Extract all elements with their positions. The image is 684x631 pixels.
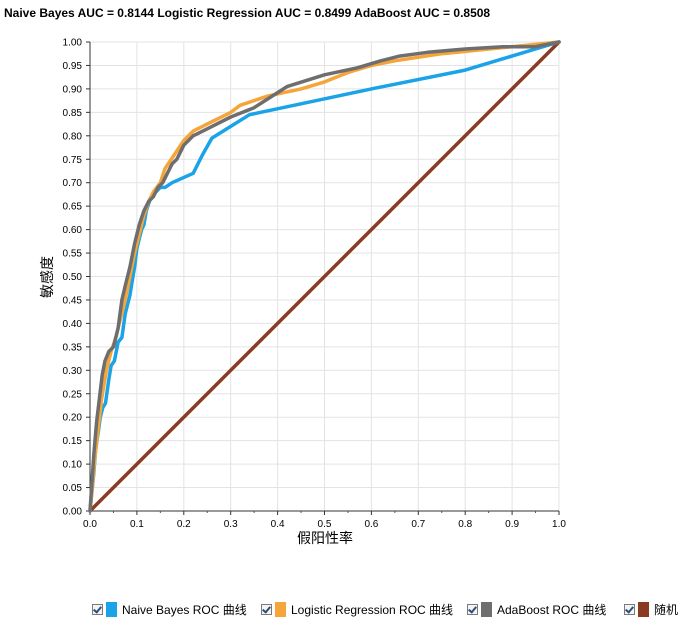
y-tick-label: 0.00 [63, 507, 83, 518]
series-random[interactable] [88, 40, 561, 513]
y-tick-label: 0.90 [63, 84, 83, 95]
series-lines [88, 40, 561, 513]
x-axis-label: 假阳性率 [297, 530, 353, 547]
x-tick-label: 0.7 [411, 519, 425, 530]
y-tick-label: 1.00 [63, 38, 83, 49]
legend-item-adaboost[interactable]: AdaBoost ROC 曲线 [467, 598, 606, 620]
legend-item-logistic-regression[interactable]: Logistic Regression ROC 曲线 [261, 598, 453, 620]
y-tick-label: 0.95 [63, 61, 83, 72]
x-tick-label: 0.2 [177, 519, 191, 530]
legend-label-logistic-regression: Logistic Regression ROC 曲线 [291, 602, 454, 617]
legend-label-random: 随机 [654, 602, 679, 617]
legend-label-naive-bayes: Naive Bayes ROC 曲线 [122, 602, 247, 617]
y-tick-label: 0.55 [63, 249, 83, 260]
x-tick-label: 0.3 [224, 519, 238, 530]
y-tick-label: 0.25 [63, 389, 83, 400]
checkbox-naive-bayes[interactable] [92, 603, 103, 615]
y-tick-label: 0.30 [63, 366, 83, 377]
y-tick-label: 0.35 [63, 342, 83, 353]
series-adaboost[interactable] [88, 40, 561, 513]
legend-label-adaboost: AdaBoost ROC 曲线 [497, 602, 607, 617]
y-tick-label: 0.80 [63, 131, 83, 142]
x-tick-label: 1.0 [552, 519, 566, 530]
swatch-random [638, 601, 649, 617]
checkbox-adaboost[interactable] [467, 603, 478, 615]
y-tick-label: 0.70 [63, 178, 83, 189]
y-axis-label: 敏感度 [39, 256, 56, 298]
x-tick-label: 0.8 [458, 519, 472, 530]
x-tick-label: 0.9 [505, 519, 519, 530]
swatch-adaboost [481, 601, 492, 617]
y-tick-label: 0.85 [63, 108, 83, 119]
y-tick-label: 0.60 [63, 225, 83, 236]
checkbox-random[interactable] [624, 603, 635, 615]
y-tick-label: 0.20 [63, 413, 83, 424]
y-tick-label: 0.45 [63, 295, 83, 306]
legend-item-naive-bayes[interactable]: Naive Bayes ROC 曲线 [92, 598, 247, 620]
y-tick-label: 0.10 [63, 460, 83, 471]
x-tick-label: 0.0 [83, 519, 97, 530]
y-tick-label: 0.50 [63, 272, 83, 283]
y-tick-label: 0.05 [63, 483, 83, 494]
grid-lines [90, 41, 560, 511]
roc-chart: 0.0 0.1 0.2 0.3 0.4 0.5 0.6 0.7 0.8 0.9 1.0 0.00 0.0… [39, 38, 567, 548]
x-tick-label: 0.4 [271, 519, 285, 530]
swatch-naive-bayes [106, 601, 117, 617]
checkbox-logistic-regression[interactable] [261, 603, 272, 615]
y-tick-label: 0.65 [63, 202, 83, 213]
chart-title: Naive Bayes AUC = 0.8144 Logistic Regres… [4, 6, 491, 20]
x-tick-label: 0.6 [364, 519, 378, 530]
legend: Naive Bayes ROC 曲线 Logistic Regression R… [0, 598, 684, 622]
swatch-logistic-regression [275, 601, 286, 617]
y-tick-label: 0.40 [63, 319, 83, 330]
y-tick-label: 0.15 [63, 436, 83, 447]
x-tick-label: 0.5 [318, 519, 332, 530]
axes [86, 41, 560, 515]
tick-labels: 0.0 0.1 0.2 0.3 0.4 0.5 0.6 0.7 0.8 0.9 1.0 0.00 0.0… [63, 38, 567, 531]
legend-item-random[interactable]: 随机 [624, 598, 678, 620]
y-tick-label: 0.75 [63, 155, 83, 166]
x-tick-label: 0.1 [130, 519, 144, 530]
